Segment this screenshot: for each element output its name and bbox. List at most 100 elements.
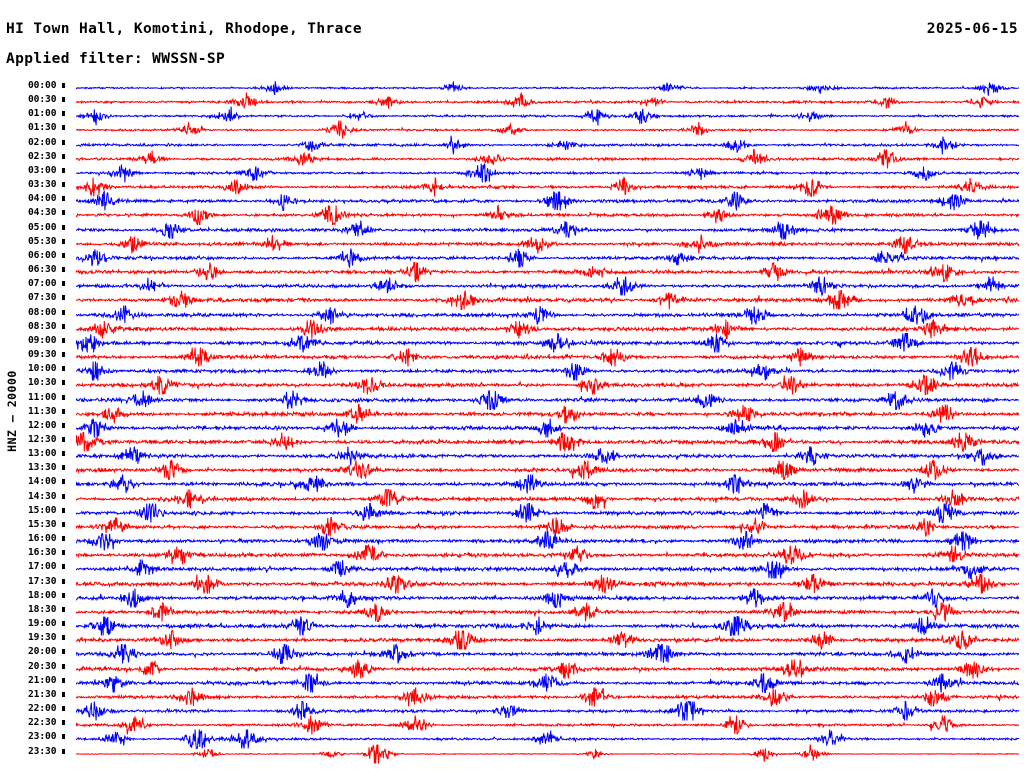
trace-row: 02:30 xyxy=(0,151,1024,166)
trace-row: 04:00 xyxy=(0,193,1024,208)
trace-path xyxy=(76,178,1019,197)
axis-tick-mark xyxy=(62,295,65,301)
trace-row: 11:30 xyxy=(0,406,1024,421)
seismic-trace xyxy=(76,615,1019,637)
seismic-trace xyxy=(76,516,1019,538)
seismic-trace xyxy=(76,473,1019,495)
trace-path xyxy=(76,447,1019,466)
trace-time-label: 14:00 xyxy=(28,476,57,488)
axis-tick-mark xyxy=(62,536,65,542)
axis-tick-mark xyxy=(62,337,65,343)
trace-row: 20:00 xyxy=(0,646,1024,661)
trace-row: 21:00 xyxy=(0,675,1024,690)
axis-tick-mark xyxy=(62,380,65,386)
trace-path xyxy=(76,574,1019,593)
axis-tick-mark xyxy=(62,111,65,117)
trace-time-label: 20:30 xyxy=(28,660,57,672)
trace-row: 11:00 xyxy=(0,392,1024,407)
seismic-trace xyxy=(76,374,1019,396)
trace-path xyxy=(76,319,1019,338)
trace-row: 12:00 xyxy=(0,420,1024,435)
trace-time-label: 03:30 xyxy=(28,179,57,191)
axis-tick-mark xyxy=(62,507,65,513)
seismic-trace xyxy=(76,686,1019,708)
trace-row: 06:00 xyxy=(0,250,1024,265)
trace-row: 05:30 xyxy=(0,236,1024,251)
trace-path xyxy=(76,744,1019,763)
trace-row: 22:30 xyxy=(0,717,1024,732)
seismic-trace xyxy=(76,544,1019,566)
seismic-trace xyxy=(76,629,1019,651)
trace-path xyxy=(76,277,1019,296)
trace-row: 21:30 xyxy=(0,689,1024,704)
trace-time-label: 13:00 xyxy=(28,448,57,460)
axis-tick-mark xyxy=(62,182,65,188)
seismic-trace xyxy=(76,176,1019,198)
trace-row: 03:30 xyxy=(0,179,1024,194)
trace-path xyxy=(76,687,1019,706)
seismic-trace xyxy=(76,318,1019,340)
axis-tick-mark xyxy=(62,125,65,131)
trace-row: 17:00 xyxy=(0,561,1024,576)
trace-time-label: 08:00 xyxy=(28,306,57,318)
trace-row: 05:00 xyxy=(0,222,1024,237)
trace-path xyxy=(76,192,1019,211)
axis-tick-mark xyxy=(62,521,65,527)
trace-row: 13:30 xyxy=(0,462,1024,477)
trace-path xyxy=(76,532,1019,551)
seismic-trace xyxy=(76,247,1019,269)
axis-tick-mark xyxy=(62,394,65,400)
trace-time-label: 09:30 xyxy=(28,349,57,361)
trace-time-label: 23:30 xyxy=(28,745,57,757)
trace-row: 23:30 xyxy=(0,746,1024,761)
trace-path xyxy=(76,433,1019,452)
trace-time-label: 21:30 xyxy=(28,688,57,700)
trace-time-label: 17:00 xyxy=(28,561,57,573)
trace-row: 07:00 xyxy=(0,278,1024,293)
trace-row: 08:00 xyxy=(0,307,1024,322)
trace-path xyxy=(76,333,1019,352)
trace-time-label: 07:30 xyxy=(28,292,57,304)
axis-tick-mark xyxy=(62,309,65,315)
trace-time-label: 05:30 xyxy=(28,235,57,247)
trace-time-label: 06:30 xyxy=(28,264,57,276)
axis-tick-mark xyxy=(62,635,65,641)
axis-tick-mark xyxy=(62,621,65,627)
trace-row: 08:30 xyxy=(0,321,1024,336)
trace-time-label: 04:30 xyxy=(28,207,57,219)
seismic-trace xyxy=(76,587,1019,609)
trace-row: 12:30 xyxy=(0,434,1024,449)
trace-path xyxy=(76,93,1019,109)
axis-tick-mark xyxy=(62,281,65,287)
seismic-trace xyxy=(76,346,1019,368)
trace-time-label: 08:30 xyxy=(28,320,57,332)
trace-row: 23:00 xyxy=(0,731,1024,746)
trace-time-label: 12:30 xyxy=(28,434,57,445)
axis-tick-mark xyxy=(62,550,65,556)
trace-path xyxy=(76,135,1019,154)
seismic-trace xyxy=(76,643,1019,665)
trace-row: 20:30 xyxy=(0,661,1024,676)
axis-tick-mark xyxy=(62,422,65,428)
trace-row: 00:00 xyxy=(0,80,1024,95)
axis-tick-mark xyxy=(62,493,65,499)
seismic-trace xyxy=(76,304,1019,326)
seismic-trace xyxy=(76,261,1019,283)
trace-path xyxy=(76,617,1019,636)
trace-time-label: 12:00 xyxy=(28,419,57,431)
seismic-trace xyxy=(76,573,1019,595)
trace-row: 18:00 xyxy=(0,590,1024,605)
trace-path xyxy=(76,107,1019,126)
trace-path xyxy=(76,206,1019,225)
trace-path xyxy=(76,716,1019,735)
trace-path xyxy=(76,418,1019,437)
trace-time-label: 22:30 xyxy=(28,717,57,729)
trace-time-label: 14:30 xyxy=(28,490,57,502)
axis-tick-mark xyxy=(62,748,65,754)
seismic-trace xyxy=(76,417,1019,439)
trace-path xyxy=(76,404,1019,423)
trace-row: 09:00 xyxy=(0,335,1024,350)
trace-path xyxy=(76,362,1019,381)
trace-path xyxy=(76,475,1019,494)
seismic-trace xyxy=(76,403,1019,425)
